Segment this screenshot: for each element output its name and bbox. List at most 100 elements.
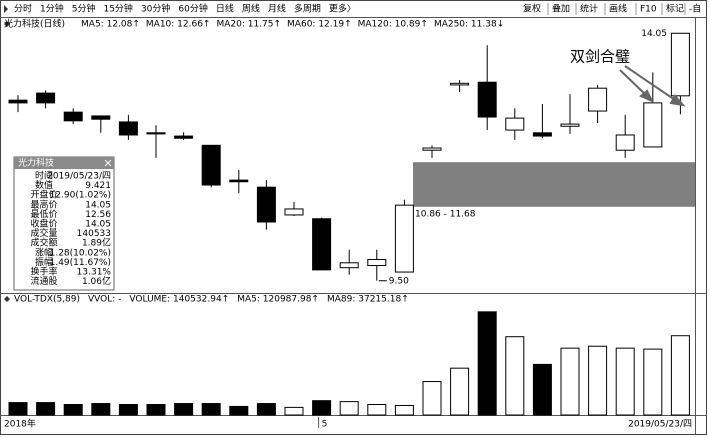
info-value: 1.06亿 [82, 275, 111, 287]
info-key: 收盘价 [30, 218, 57, 230]
candle-body [8, 99, 28, 104]
price-zone [413, 162, 695, 207]
candle-body [422, 147, 442, 151]
info-key: 成交量 [30, 227, 57, 239]
candle-body [229, 179, 249, 183]
indicator-label: MA250: 11.38↓ [434, 20, 504, 30]
x-tick-label: 5 [322, 420, 328, 430]
close-icon[interactable] [104, 159, 112, 167]
toolbar-item[interactable]: 叠加 [552, 4, 570, 15]
toolbar-item[interactable]: 30分钟 [141, 3, 170, 15]
info-key: 最低价 [30, 208, 57, 220]
volume-bar [8, 402, 28, 416]
candle-body [450, 82, 470, 86]
toolbar-item[interactable]: 15分钟 [103, 3, 132, 15]
info-key: 成交额 [30, 237, 57, 249]
info-value: 1.89亿 [82, 237, 111, 249]
indicator-label: VOL-TDX(5,89) [14, 295, 80, 305]
candle-body [394, 204, 414, 273]
x-tick-label: 2018年 [4, 418, 36, 430]
toolbar-item[interactable]: 标记 [666, 3, 684, 15]
volume-bar [201, 403, 221, 416]
candle-body [36, 92, 56, 104]
indicator-label: MA60: 12.19↑ [287, 20, 352, 30]
toolbar-item[interactable]: 周线 [242, 3, 260, 15]
candle-body [505, 117, 525, 131]
volume-bar [477, 311, 497, 416]
info-value: 12.90(1.02%) [50, 191, 111, 201]
candle-body [63, 111, 83, 122]
x-tick-label: 2019/05/23/四 [628, 420, 692, 430]
volume-bar [367, 404, 387, 416]
indicator-label: VVOL: - [88, 295, 121, 305]
volume-bar [394, 404, 414, 416]
volume-bar [339, 401, 359, 416]
volume-bar [588, 345, 608, 416]
volume-bar [643, 348, 663, 416]
low-label: 9.50 [389, 276, 409, 286]
price-pane: 光力科技(日线) MA5: 12.08↑ MA10: 12.66↑ MA20: 11.… [4, 18, 695, 286]
marker-icon [4, 21, 10, 27]
info-value: 12.56 [85, 210, 111, 220]
annotation: 双剑合璧 [570, 48, 630, 66]
ui-layer: 分时 1分钟 5分钟 15分钟 30分钟 60分钟 日线 周线 月线 多周期 更多〉 复权 叠加 统计 画线… [13, 3, 701, 291]
indicator-label: MA20: 11.75↑ [216, 20, 281, 30]
info-key: 数值 [35, 179, 53, 191]
toolbar-item[interactable]: 分时 [14, 3, 32, 15]
toolbar-item[interactable]: 1分钟 [40, 3, 64, 15]
info-value: 14.05 [85, 220, 111, 230]
info-key: 开盘价 [30, 189, 57, 201]
candle-body [532, 132, 552, 137]
toolbar-item[interactable]: 日线 [216, 3, 234, 15]
candle-body [477, 81, 497, 118]
marker-icon [4, 296, 10, 302]
info-value: 2019/05/23/四 [47, 172, 111, 182]
toolbar-item[interactable]: 更多〉 [329, 3, 356, 15]
volume-bar [615, 347, 635, 416]
toolbar-item[interactable]: -自 [689, 3, 701, 15]
volume-bar [505, 336, 525, 416]
candle-body [367, 259, 387, 267]
volume-bar [229, 405, 249, 416]
indicator-label: VOLUME: 140532.94↑ [129, 295, 229, 305]
toolbar-item[interactable]: 5分钟 [72, 3, 96, 15]
info-value: 1.49(11.67%) [50, 258, 111, 268]
volume-bar [63, 404, 83, 416]
candle-body [670, 32, 690, 97]
info-value: 14.05 [85, 200, 111, 210]
toolbar-item[interactable]: 月线 [268, 3, 286, 15]
info-box [13, 156, 115, 291]
indicator-label: MA89: 37215.18↑ [327, 295, 409, 305]
toolbar-item[interactable]: 多周期 [294, 3, 321, 15]
volume-bar [284, 406, 304, 416]
volume-bar [146, 404, 166, 416]
volume-pane: VOL-TDX(5,89) VVOL: - VOLUME: 140532.94↑ MA… [4, 295, 692, 430]
candle-body [118, 121, 138, 136]
volume-bar [312, 400, 332, 416]
candle-body [284, 208, 304, 216]
candle-body [643, 102, 663, 148]
candle-body [174, 135, 194, 139]
toolbar-item[interactable]: F10 [640, 5, 657, 15]
info-key: 涨幅 [35, 246, 53, 258]
toolbar-item[interactable]: 复权 [523, 3, 541, 15]
toolbar-item[interactable]: 画线 [609, 3, 627, 15]
chart-title: 光力科技(日线) [4, 18, 65, 30]
info-box-header [14, 157, 114, 169]
zone-label: 10.86 - 11.68 [415, 209, 476, 219]
high-label: 14.05 [641, 29, 667, 39]
indicator-label: MA10: 12.66↑ [146, 20, 211, 30]
volume-bar [422, 381, 442, 416]
candle-body [146, 132, 166, 135]
annotation-arrows [619, 65, 686, 107]
nav-icon[interactable] [4, 5, 8, 13]
volume-bar [532, 363, 552, 416]
candle-body [339, 262, 359, 269]
volume-bar [36, 402, 56, 416]
toolbar-item[interactable]: 统计 [580, 3, 598, 15]
toolbar-item[interactable]: 60分钟 [178, 3, 207, 15]
indicator-label: MA5: 120987.98↑ [237, 295, 319, 305]
info-value: 1.28(10.02%) [50, 248, 111, 258]
indicator-label: MA120: 10.89↑ [358, 20, 428, 30]
indicator-label: MA5: 12.08↑ [81, 20, 140, 30]
